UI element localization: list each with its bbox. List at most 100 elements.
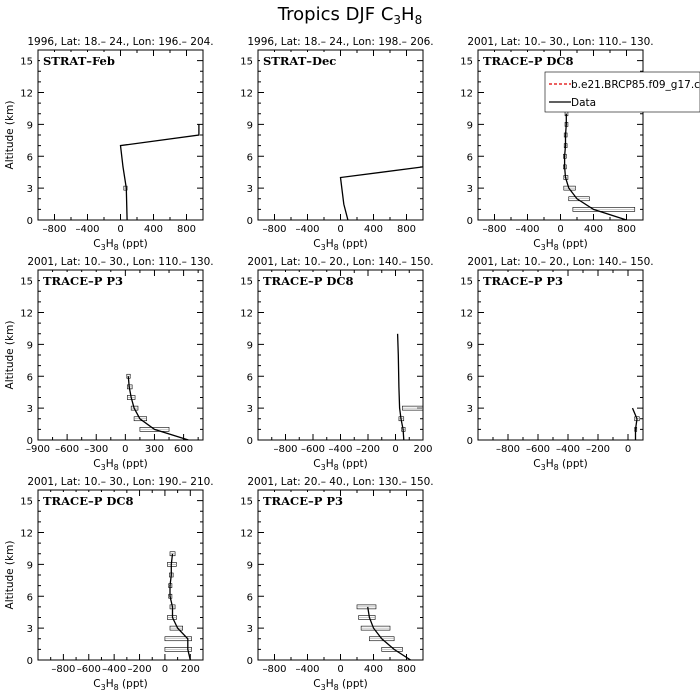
y-tick-label: 9 bbox=[247, 120, 253, 131]
panel-8: 2001, Lat: 20.– 40., Lon: 130.– 150. 0 3 6 9… bbox=[240, 476, 433, 692]
x-axis-label-part: 3 bbox=[321, 463, 326, 472]
x-axis-label-part: 3 bbox=[101, 243, 106, 252]
plot-frame bbox=[37, 489, 204, 661]
plot-frame bbox=[257, 489, 424, 661]
data-layer bbox=[164, 551, 192, 660]
x-tick-label: 0 bbox=[117, 224, 123, 235]
x-tick-label: –400 bbox=[295, 224, 319, 235]
panel-label: STRAT–Feb bbox=[43, 54, 115, 68]
x-axis-label-part: 8 bbox=[114, 243, 119, 252]
y-tick-label: 12 bbox=[460, 309, 473, 320]
y-tick-label: 3 bbox=[247, 624, 253, 635]
y-tick-label: 15 bbox=[20, 277, 33, 288]
x-axis-label-part: (ppt) bbox=[119, 458, 148, 470]
x-tick-label: –400 bbox=[295, 664, 319, 675]
x-tick-label: 200 bbox=[413, 444, 432, 455]
y-tick-label: 9 bbox=[247, 560, 253, 571]
x-axis-label: C3H8 (ppt) bbox=[93, 458, 147, 472]
x-axis-label-part: (ppt) bbox=[559, 458, 588, 470]
panel-label-bg bbox=[260, 272, 340, 288]
x-axis-label-part: C bbox=[533, 238, 540, 250]
x-axis-label-part: 8 bbox=[334, 683, 339, 692]
y-tick-label: 15 bbox=[460, 57, 473, 68]
data-layer bbox=[339, 156, 423, 220]
y-tick-label: 3 bbox=[27, 184, 33, 195]
y-tick-label: 12 bbox=[20, 309, 33, 320]
panel-7: 2001, Lat: 10.– 30., Lon: 190.– 210. 0 3 6 9… bbox=[4, 476, 214, 692]
data-series-line bbox=[119, 124, 200, 220]
panel-3: 2001, Lat: 10.– 30., Lon: 110.– 130. 0 3 6 9… bbox=[460, 36, 700, 252]
x-tick-label: 600 bbox=[174, 444, 193, 455]
panel-5: 2001, Lat: 10.– 20., Lon: 140.– 150. 0 3 6 9… bbox=[240, 256, 433, 472]
x-axis-label-part: C bbox=[93, 458, 100, 470]
y-tick-label: 0 bbox=[27, 656, 33, 667]
x-axis-label-part: (ppt) bbox=[339, 238, 368, 250]
y-tick-label: 15 bbox=[460, 277, 473, 288]
x-axis-label-part: H bbox=[106, 458, 114, 470]
y-tick-label: 6 bbox=[247, 152, 253, 163]
panel-header: 2001, Lat: 10.– 20., Lon: 140.– 150. bbox=[247, 256, 433, 268]
panel-header: 2001, Lat: 10.– 30., Lon: 110.– 130. bbox=[27, 256, 213, 268]
data-layer bbox=[356, 604, 411, 660]
y-tick-label: 6 bbox=[27, 592, 33, 603]
x-axis-label-part: H bbox=[326, 238, 334, 250]
x-tick-label: –400 bbox=[328, 444, 352, 455]
y-tick-label: 3 bbox=[27, 404, 33, 415]
x-tick-label: –800 bbox=[273, 444, 297, 455]
x-tick-label: 300 bbox=[145, 444, 164, 455]
panel-4: 2001, Lat: 10.– 30., Lon: 110.– 130. 0 3 6 9… bbox=[4, 256, 214, 472]
y-tick-label: 12 bbox=[460, 89, 473, 100]
y-tick-label: 15 bbox=[20, 497, 33, 508]
x-tick-label: 800 bbox=[397, 224, 416, 235]
x-tick-label: –400 bbox=[556, 444, 580, 455]
x-axis-label-part: 3 bbox=[541, 463, 546, 472]
panel-header: 2001, Lat: 10.– 20., Lon: 140.– 150. bbox=[467, 256, 653, 268]
y-tick-label: 0 bbox=[247, 436, 253, 447]
x-axis-label: C3H8 (ppt) bbox=[93, 678, 147, 692]
x-tick-label: –800 bbox=[42, 224, 66, 235]
x-axis-label-part: H bbox=[546, 458, 554, 470]
panel-label: TRACE–P P3 bbox=[483, 274, 563, 288]
y-tick-label: 0 bbox=[27, 436, 33, 447]
x-tick-label: 0 bbox=[557, 224, 563, 235]
data-layer bbox=[563, 111, 636, 220]
x-axis-label-part: 3 bbox=[321, 243, 326, 252]
plot-frame bbox=[477, 269, 644, 441]
y-tick-label: 6 bbox=[467, 372, 473, 383]
x-axis-label-part: (ppt) bbox=[119, 678, 148, 690]
data-series-line bbox=[631, 407, 638, 440]
y-tick-label: 15 bbox=[240, 277, 253, 288]
x-axis-label-part: (ppt) bbox=[119, 238, 148, 250]
data-layer bbox=[396, 333, 423, 440]
legend-box bbox=[544, 71, 700, 113]
y-tick-label: 15 bbox=[240, 57, 253, 68]
x-axis-label-part: 8 bbox=[334, 243, 339, 252]
y-tick-label: 12 bbox=[20, 89, 33, 100]
data-series-line bbox=[127, 376, 189, 440]
y-tick-label: 9 bbox=[467, 120, 473, 131]
x-tick-label: –800 bbox=[51, 664, 75, 675]
panel-1: 1996, Lat: 18.– 24., Lon: 196.– 204. 0 3 6 9… bbox=[4, 36, 214, 252]
panels: 1996, Lat: 18.– 24., Lon: 196.– 204. 0 3 6 9… bbox=[4, 36, 700, 692]
x-tick-label: 400 bbox=[144, 224, 163, 235]
panel-label-bg bbox=[40, 272, 120, 288]
y-tick-label: 12 bbox=[240, 529, 253, 540]
panel-label: TRACE–P P3 bbox=[263, 494, 343, 508]
panel-label-bg bbox=[480, 52, 560, 68]
x-tick-label: 200 bbox=[181, 664, 200, 675]
y-tick-label: 15 bbox=[240, 497, 253, 508]
y-axis-label: Altitude (km) bbox=[4, 541, 16, 610]
y-tick-label: 6 bbox=[27, 152, 33, 163]
x-tick-label: –400 bbox=[102, 664, 126, 675]
x-axis-label-part: C bbox=[533, 458, 540, 470]
x-tick-label: –600 bbox=[55, 444, 79, 455]
x-tick-label: –800 bbox=[496, 444, 520, 455]
data-series-line bbox=[367, 606, 411, 660]
x-tick-label: 400 bbox=[584, 224, 603, 235]
panel-header: 2001, Lat: 10.– 30., Lon: 110.– 130. bbox=[467, 36, 653, 48]
legend-data-label: Data bbox=[571, 97, 596, 109]
x-axis-label-part: H bbox=[326, 458, 334, 470]
x-tick-label: –400 bbox=[515, 224, 539, 235]
panel-header: 2001, Lat: 10.– 30., Lon: 190.– 210. bbox=[27, 476, 213, 488]
panel-2: 1996, Lat: 18.– 24., Lon: 198.– 206. 0 3 6 9… bbox=[240, 36, 433, 252]
